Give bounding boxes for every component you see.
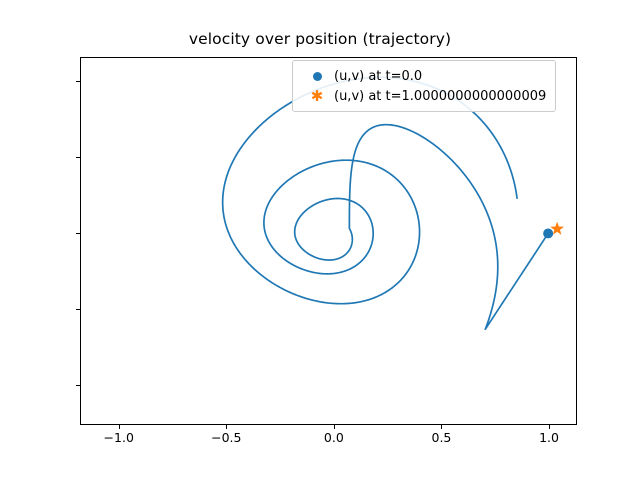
legend-label: (u,v) at t=1.0000000000000009	[334, 88, 547, 104]
end-point-marker	[550, 221, 564, 235]
star-marker-icon: ✱	[310, 86, 324, 105]
start-point-marker	[543, 228, 554, 239]
legend-label: (u,v) at t=0.0	[334, 68, 423, 84]
trajectory-line	[221, 76, 549, 331]
x-axis-tick-label: −0.5	[211, 430, 242, 445]
legend-item: ✱ (u,v) at t=1.0000000000000009	[300, 86, 547, 106]
x-axis-tick-mark	[118, 425, 120, 429]
x-axis-tick-label: 0.5	[431, 430, 452, 445]
x-axis-tick-label: −1.0	[103, 430, 134, 445]
plot-title: velocity over position (trajectory)	[188, 30, 452, 48]
circle-marker-icon	[300, 71, 334, 81]
x-axis-tick-label: 1.0	[539, 430, 559, 445]
trajectory-canvas	[221, 76, 564, 331]
x-axis-tick-mark	[333, 425, 335, 429]
plot-legend: (u,v) at t=0.0 ✱ (u,v) at t=1.0000000000…	[292, 60, 557, 112]
x-axis-tick-mark	[549, 425, 551, 429]
x-axis-tick-mark	[441, 425, 443, 429]
plot-axes	[80, 57, 577, 425]
x-axis-tick-mark	[226, 425, 228, 429]
x-axis-tick-label: 0.0	[323, 430, 344, 445]
legend-item: (u,v) at t=0.0	[300, 66, 546, 86]
